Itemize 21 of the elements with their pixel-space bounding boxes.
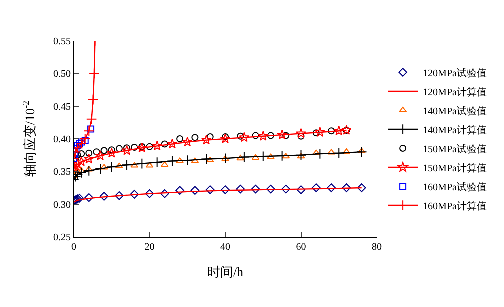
x-tick-label: 80 [372,242,382,253]
legend-label: 150MPa试验值 [423,143,487,156]
legend-label: 160MPa试验值 [423,181,487,194]
x-axis-title: 时间/h [207,264,244,280]
y-tick-label: 0.55 [54,36,71,48]
y-tick-label: 0.50 [54,69,71,80]
x-tick-label: 40 [220,242,230,253]
legend-label: 140MPa试验值 [423,105,487,118]
legend-label: 140MPa计算值 [423,124,487,136]
x-tick-label: 60 [296,242,306,253]
y-tick-label: 0.30 [54,200,71,211]
y-tick-label: 0.45 [54,102,71,113]
y-tick-label: 0.35 [54,167,71,178]
x-tick-label: 0 [72,242,76,253]
legend-label: 120MPa计算值 [423,86,487,98]
y-tick-label: 0.40 [54,134,71,146]
legend-label: 150MPa计算值 [423,162,487,174]
legend-label: 160MPa计算值 [423,200,487,212]
x-tick-label: 20 [144,242,155,253]
legend-label: 120MPa试验值 [423,67,487,80]
y-tick-label: 0.25 [54,232,71,244]
